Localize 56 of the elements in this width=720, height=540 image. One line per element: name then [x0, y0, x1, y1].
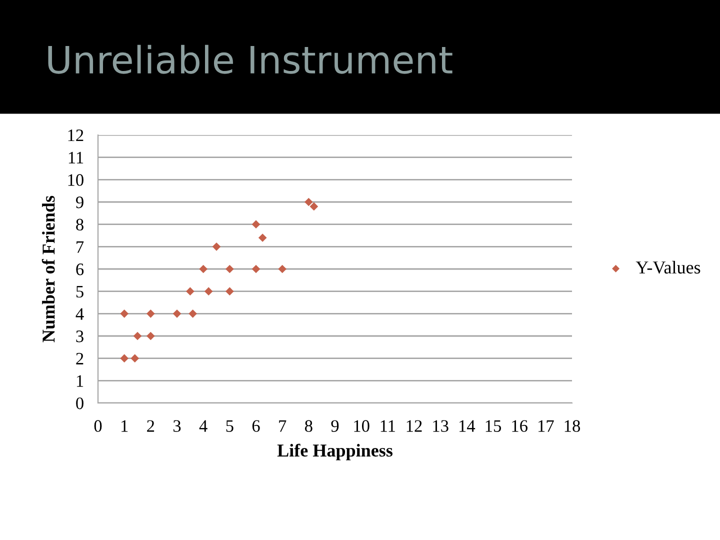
point	[252, 220, 260, 228]
x-tick-label: 13	[433, 420, 448, 432]
point	[226, 264, 234, 274]
x-tick-label: 10	[354, 420, 370, 432]
x-tick-label: 8	[304, 420, 312, 432]
x-tick-label: 0	[94, 420, 102, 432]
point	[258, 234, 267, 242]
point	[146, 310, 155, 318]
y-tick-label: 2	[76, 352, 84, 364]
point	[204, 287, 213, 296]
x-tick-label: 5	[226, 420, 234, 432]
y-tick-label: 1	[76, 375, 84, 387]
legend-label: Y-Values	[636, 260, 700, 274]
point	[278, 264, 286, 274]
y-axis-title: Number of Friends	[42, 196, 55, 342]
x-tick-label: 12	[406, 420, 422, 432]
x-tick-label: 9	[331, 420, 339, 432]
y-tick-label: 5	[76, 286, 84, 298]
y-tick-label: 11	[68, 152, 84, 164]
y-tick-label: 7	[76, 241, 84, 253]
point	[304, 198, 313, 206]
x-tick-label: 14	[460, 420, 476, 432]
y-tick-label: 8	[76, 218, 84, 231]
x-tick-label: 17	[538, 420, 554, 432]
x-tick-label: 3	[173, 420, 181, 432]
y-tick-label: 0	[76, 397, 84, 410]
x-tick-label: 18	[564, 420, 580, 432]
x-tick-label: 6	[252, 420, 260, 432]
x-tick-label: 4	[199, 420, 208, 432]
x-tick-label: 11	[380, 420, 395, 432]
point	[226, 287, 234, 296]
x-axis-title: Life Happiness	[277, 444, 392, 460]
x-tick-label: 15	[486, 420, 501, 432]
x-tick-label: 1	[122, 420, 128, 432]
point	[188, 310, 197, 318]
y-tick-label: 10	[68, 174, 84, 186]
point	[120, 354, 128, 362]
point	[186, 287, 194, 296]
x-tick-label: 2	[147, 420, 154, 432]
x-tick-label: 16	[512, 420, 528, 432]
y-tick-label: 6	[76, 264, 84, 276]
point	[146, 332, 155, 340]
point	[172, 310, 182, 318]
y-tick-label: 4	[76, 308, 84, 320]
y-tick-label: 3	[76, 330, 84, 342]
point	[212, 242, 221, 251]
point	[130, 354, 140, 362]
point	[120, 310, 128, 318]
y-tick-label: 12	[68, 130, 84, 142]
chart-title: Unreliable Instrument	[48, 44, 452, 74]
point	[133, 332, 142, 340]
y-tick-label: 9	[76, 196, 84, 208]
point	[199, 264, 208, 274]
x-tick-label: 7	[279, 420, 286, 432]
point	[252, 264, 260, 274]
point	[310, 202, 318, 211]
